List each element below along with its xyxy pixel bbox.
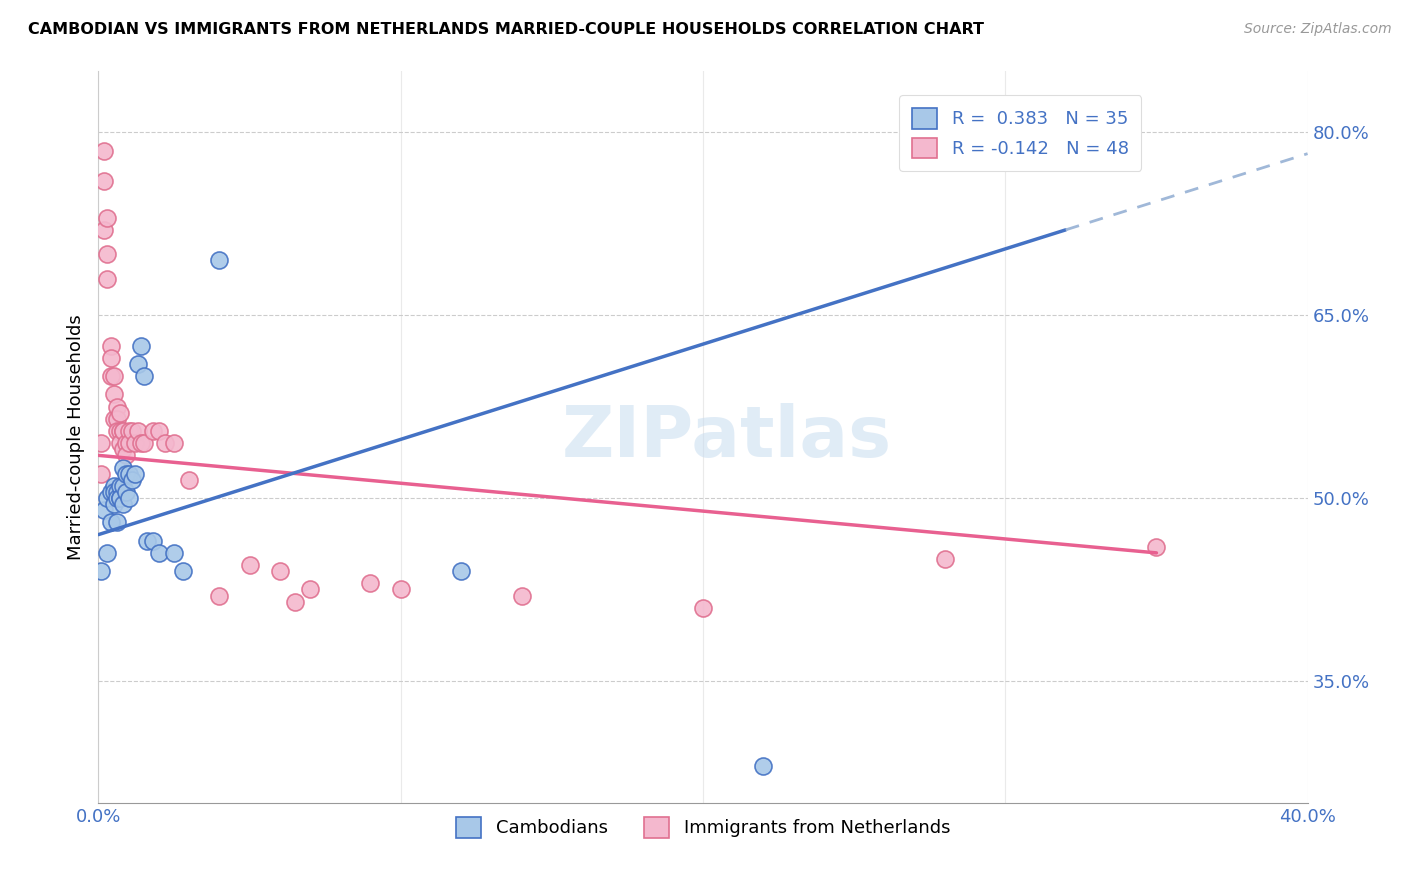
Legend: Cambodians, Immigrants from Netherlands: Cambodians, Immigrants from Netherlands: [449, 810, 957, 845]
Point: [90, 564, 112, 578]
Point: [124, 467, 146, 481]
Point: [108, 424, 131, 438]
Point: [389, 582, 412, 597]
Point: [127, 424, 149, 438]
Point: [118, 436, 141, 450]
Point: [105, 516, 128, 530]
Point: [934, 552, 956, 566]
Point: [1144, 540, 1167, 554]
Point: [111, 442, 134, 457]
Point: [100, 485, 122, 500]
Point: [148, 424, 170, 438]
Point: [105, 485, 128, 500]
Point: [108, 491, 131, 505]
Point: [360, 576, 382, 591]
Point: [105, 400, 128, 414]
Point: [111, 460, 134, 475]
Point: [172, 564, 194, 578]
Point: [163, 546, 186, 560]
Point: [103, 369, 125, 384]
Point: [93, 503, 115, 517]
Point: [96, 247, 118, 261]
Point: [93, 174, 115, 188]
Point: [114, 448, 136, 462]
Point: [114, 436, 136, 450]
Point: [96, 211, 118, 225]
Point: [105, 491, 128, 505]
Text: CAMBODIAN VS IMMIGRANTS FROM NETHERLANDS MARRIED-COUPLE HOUSEHOLDS CORRELATION C: CAMBODIAN VS IMMIGRANTS FROM NETHERLANDS…: [28, 22, 984, 37]
Point: [100, 516, 122, 530]
Point: [129, 436, 152, 450]
Point: [108, 436, 131, 450]
Point: [100, 338, 122, 352]
Point: [450, 564, 472, 578]
Point: [208, 589, 231, 603]
Point: [103, 485, 125, 500]
Point: [111, 479, 134, 493]
Point: [105, 412, 128, 426]
Point: [121, 424, 143, 438]
Point: [142, 424, 165, 438]
Point: [148, 546, 170, 560]
Point: [129, 338, 152, 352]
Point: [103, 412, 125, 426]
Point: [239, 558, 262, 573]
Point: [132, 436, 155, 450]
Point: [208, 253, 231, 268]
Point: [124, 436, 146, 450]
Point: [510, 589, 533, 603]
Text: ZIPatlas: ZIPatlas: [562, 402, 893, 472]
Point: [100, 351, 122, 365]
Point: [100, 369, 122, 384]
Point: [118, 491, 141, 505]
Point: [118, 424, 141, 438]
Point: [111, 424, 134, 438]
Point: [299, 582, 322, 597]
Point: [114, 485, 136, 500]
Point: [111, 424, 134, 438]
Point: [284, 594, 307, 608]
Point: [111, 497, 134, 511]
Point: [118, 467, 141, 481]
Point: [269, 564, 291, 578]
Point: [103, 497, 125, 511]
Point: [127, 357, 149, 371]
Point: [90, 436, 112, 450]
Point: [179, 473, 201, 487]
Point: [103, 387, 125, 401]
Point: [135, 533, 157, 548]
Y-axis label: Married-couple Households: Married-couple Households: [66, 314, 84, 560]
Point: [96, 546, 118, 560]
Point: [153, 436, 176, 450]
Point: [96, 491, 118, 505]
Point: [142, 533, 165, 548]
Text: Source: ZipAtlas.com: Source: ZipAtlas.com: [1244, 22, 1392, 37]
Point: [132, 369, 155, 384]
Point: [108, 406, 131, 420]
Point: [163, 436, 186, 450]
Point: [90, 467, 112, 481]
Point: [96, 271, 118, 285]
Point: [103, 479, 125, 493]
Point: [108, 479, 131, 493]
Point: [105, 424, 128, 438]
Point: [114, 467, 136, 481]
Point: [692, 600, 714, 615]
Point: [752, 759, 775, 773]
Point: [93, 144, 115, 158]
Point: [93, 223, 115, 237]
Point: [121, 473, 143, 487]
Point: [108, 491, 131, 505]
